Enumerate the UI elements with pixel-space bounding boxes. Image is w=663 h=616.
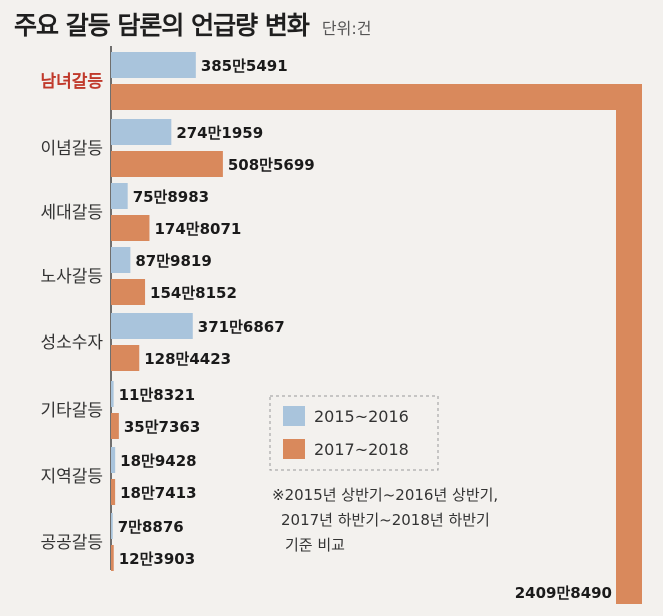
value-label-2017-2018-7: 18만7413 [120,484,196,502]
note-line-3: 기준 비교 [285,536,345,554]
bar-2015-2016-8 [111,513,113,539]
bar-2015-2016-5 [111,313,193,339]
bar-2015-2016-7 [111,447,116,473]
value-label-2017-2018-1: 2409만8490 [515,584,612,602]
category-label-5: 성소수자 [40,333,103,353]
chart-title: 주요 갈등 담론의 언급량 변화 [14,11,310,40]
value-label-2017-2018-6: 35만7363 [124,418,200,436]
legend-box [269,395,439,471]
bar-2015-2016-4 [111,247,131,273]
legend-swatch-2015-2016 [283,406,305,426]
note-line-2: 2017년 하반기~2018년 하반기 [281,511,490,529]
value-label-2017-2018-3: 174만8071 [154,220,241,238]
value-label-2017-2018-8: 12만3903 [119,550,195,568]
value-label-2015-2016-7: 18만9428 [120,452,196,470]
value-label-2017-2018-2: 508만5699 [228,156,315,174]
value-label-2015-2016-8: 7만8876 [118,518,184,536]
bar-2017-2018-2 [111,151,223,177]
value-label-2015-2016-2: 274만1959 [176,124,263,142]
value-label-2015-2016-5: 371만6867 [198,318,285,336]
bar-2017-2018-5 [111,345,140,371]
bar-2017-2018-4 [111,279,146,305]
unit-label: 단위:건 [321,19,372,38]
note-line-1: ※2015년 상반기~2016년 상반기, [272,486,498,504]
value-label-2017-2018-5: 128만4423 [144,350,231,368]
legend-swatch-2017-2018 [283,439,305,459]
category-label-3: 세대갈등 [40,203,103,223]
legend-label-2015-2016: 2015~2016 [314,407,409,426]
category-label-7: 지역갈등 [40,467,103,487]
category-label-6: 기타갈등 [40,401,103,421]
bar-2017-2018-3 [111,215,150,241]
bar-2017-2018-6 [111,413,119,439]
bar-2015-2016-6 [111,381,114,407]
category-label-4: 노사갈등 [40,267,103,287]
value-label-2015-2016-6: 11만8321 [119,386,195,404]
bar-2015-2016-3 [111,183,128,209]
chart-header: 주요 갈등 담론의 언급량 변화 단위:건 [14,6,371,42]
value-label-2015-2016-3: 75만8983 [133,188,209,206]
legend-label-2017-2018: 2017~2018 [314,440,409,459]
bar-2017-2018-7 [111,479,116,505]
value-label-2015-2016-1: 385만5491 [201,57,288,75]
bar-2017-2018-8 [111,545,114,571]
bar-2015-2016-2 [111,119,172,145]
value-label-2015-2016-4: 87만9819 [135,252,211,270]
value-label-2017-2018-4: 154만8152 [150,284,237,302]
category-label-1: 남녀갈등 [40,72,103,92]
category-label-2: 이념갈등 [40,139,103,159]
category-label-8: 공공갈등 [40,533,103,553]
bar-2015-2016-1 [111,52,196,78]
